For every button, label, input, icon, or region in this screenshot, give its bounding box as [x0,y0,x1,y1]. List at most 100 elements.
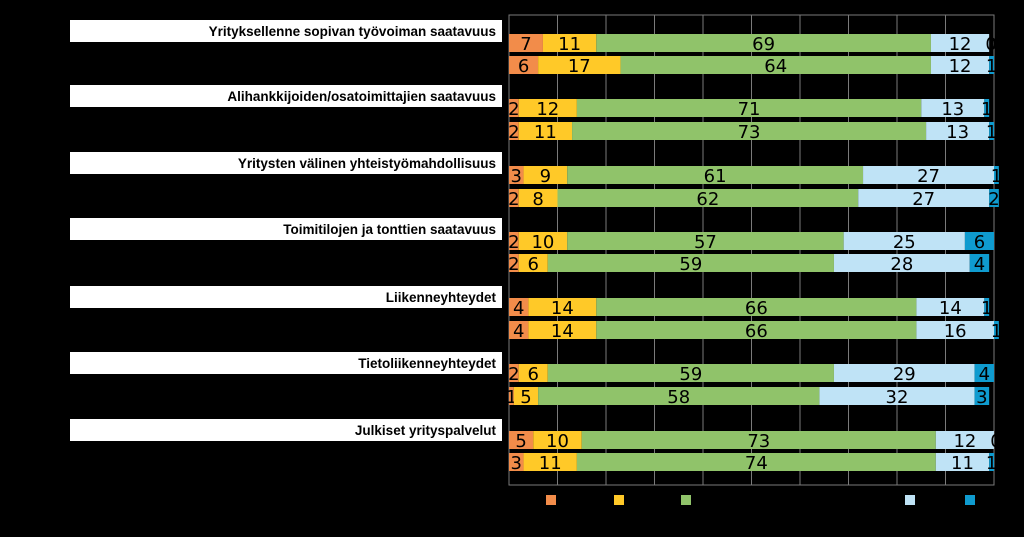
data-label: 5 [515,431,526,452]
data-label: 12 [949,56,972,77]
bar-segment [994,166,999,184]
bar-segment [819,387,975,405]
bar-segment [518,189,558,207]
bar-segment [509,321,529,339]
bar-segment [581,431,936,449]
category-label: Liikenneyhteydet [70,286,502,308]
bar-segment [964,232,994,250]
data-label: 74 [745,453,768,474]
data-label: 1 [986,122,997,143]
bar-segment [518,254,548,272]
legend-swatch [546,495,556,505]
data-label: 62 [696,189,719,210]
bar-segment [509,189,519,207]
bar-segment [547,254,834,272]
data-label: 66 [745,321,768,342]
legend-swatch [614,495,624,505]
data-label: 71 [738,99,761,120]
data-label: 11 [539,453,562,474]
bar-segment [518,122,573,140]
data-label: 69 [752,34,775,55]
data-label: 2 [508,364,519,385]
bar-segment [518,364,548,382]
data-label: 14 [939,298,962,319]
data-label: 1 [991,321,1002,342]
bar-segment [926,122,990,140]
bar-segment [509,34,543,52]
data-label: 0 [990,431,1001,452]
data-label: 14 [551,321,574,342]
data-label: 4 [979,364,990,385]
data-label: 14 [551,298,574,319]
bar-segment [989,189,999,207]
category-label: Tietoliikenneyhteydet [70,352,502,374]
bar-segment [509,99,519,117]
data-label: 6 [518,56,529,77]
bar-segment [596,298,917,316]
bar-segment [533,431,582,449]
data-label: 66 [745,298,768,319]
data-label: 6 [974,232,985,253]
bar-segment [989,453,994,471]
data-label: 13 [941,99,964,120]
data-label: 3 [976,387,987,408]
bar-segment [557,189,859,207]
data-label: 3 [511,453,522,474]
data-label: 3 [511,166,522,187]
bar-segment [513,387,539,405]
bar-segment [523,453,577,471]
bar-segment [538,387,820,405]
bar-segment [974,387,990,405]
data-label: 6 [528,254,539,275]
data-label: 28 [890,254,913,275]
data-label: 32 [886,387,909,408]
bar-segment [509,453,524,471]
category-label: Toimitilojen ja tonttien saatavuus [70,218,502,240]
data-label: 2 [508,254,519,275]
data-label: 12 [536,99,559,120]
data-label: 6 [528,364,539,385]
data-label: 1 [986,453,997,474]
data-label: 1 [986,56,997,77]
data-label: 73 [738,122,761,143]
bar-segment [528,298,597,316]
bar-segment [974,364,994,382]
data-label: 11 [951,453,974,474]
data-label: 12 [949,34,972,55]
bar-segment [620,56,931,74]
bar-segment [509,431,534,449]
bar-segment [567,232,844,250]
bar-segment [596,321,917,339]
data-label: 2 [508,189,519,210]
data-label: 4 [974,254,985,275]
bar-segment [509,122,519,140]
data-label: 61 [704,166,727,187]
data-label: 4 [513,321,524,342]
bar-segment [509,166,524,184]
bar-segment [542,34,597,52]
data-label: 2 [508,99,519,120]
data-label: 13 [946,122,969,143]
legend-swatch [681,495,691,505]
bar-segment [596,34,931,52]
bar-segment [989,122,994,140]
category-label: Yritysten välinen yhteistyömahdollisuus [70,152,502,174]
data-label: 73 [747,431,770,452]
bar-segment [935,453,990,471]
bar-segment [509,364,519,382]
data-label: 9 [540,166,551,187]
bar-segment [518,232,568,250]
bar-segment [509,298,529,316]
bar-segment [572,122,927,140]
category-label: Alihankkijoiden/osatoimittajien saatavuu… [70,85,502,107]
data-label: 1 [981,298,992,319]
legend-swatch [905,495,915,505]
bar-segment [509,56,539,74]
bar-segment [523,166,568,184]
bar-segment [935,431,994,449]
data-label: 10 [531,232,554,253]
bar-segment [930,34,990,52]
data-label: 2 [508,232,519,253]
category-label: Julkiset yrityspalvelut [70,419,502,441]
data-label: 0 [985,34,996,55]
